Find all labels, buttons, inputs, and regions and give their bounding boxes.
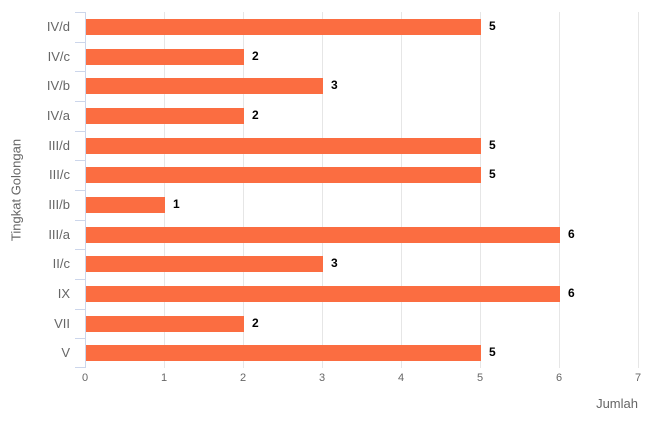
y-axis-tick: [75, 367, 85, 368]
y-axis-tick: [75, 71, 85, 73]
bar-value-label: 5: [489, 137, 496, 152]
bar-III-c[interactable]: [86, 167, 481, 184]
bar-value-label: 3: [331, 78, 338, 93]
bar-value-label: 2: [252, 315, 259, 330]
bar-IV-c[interactable]: [86, 48, 244, 65]
category-label: III/a: [48, 226, 70, 242]
category-label: IV/a: [46, 108, 70, 123]
y-axis-category-labels: IV/d IV/c IV/b IV/a III/d III/c III/b III/a II/c…: [0, 12, 70, 368]
bar-value-label: 5: [489, 19, 496, 33]
category-label: III/d: [48, 137, 70, 153]
gridline: [243, 12, 244, 368]
bar-value-label: 1: [173, 197, 180, 211]
bar-value-label: 5: [489, 345, 496, 360]
category-label: IX: [57, 286, 70, 301]
y-axis-tick: [75, 160, 85, 162]
bar-value-label: 2: [252, 48, 259, 63]
y-axis-tick: [75, 190, 85, 191]
y-axis-tick: [75, 130, 85, 132]
x-tick-label: 6: [555, 372, 563, 384]
x-tick-label: 2: [239, 372, 247, 384]
gridline: [164, 12, 165, 368]
x-tick-label: 0: [81, 372, 89, 384]
category-label: IV/c: [47, 48, 70, 64]
bar-III-b[interactable]: [86, 196, 165, 213]
bar-III-a[interactable]: [86, 226, 560, 243]
bar-value-label: 6: [568, 286, 575, 300]
gridline: [638, 12, 639, 368]
category-label: II/c: [52, 256, 70, 272]
bar-V[interactable]: [86, 345, 481, 362]
y-axis-tick: [75, 41, 85, 43]
category-label: V: [61, 345, 70, 361]
x-tick-label: 5: [476, 372, 484, 384]
y-axis-tick: [75, 308, 85, 310]
y-axis-tick: [75, 12, 85, 13]
bar-IV-d[interactable]: [86, 18, 481, 35]
bar-IX[interactable]: [86, 285, 560, 302]
bar-value-label: 5: [489, 167, 496, 182]
y-axis-tick: [75, 338, 85, 340]
category-label: III/c: [49, 167, 70, 183]
x-tick-label: 4: [397, 372, 405, 384]
gridline: [480, 12, 481, 368]
gridline: [401, 12, 402, 368]
x-tick-label: 1: [160, 372, 168, 384]
x-tick-label: 3: [318, 372, 326, 384]
bar-III-d[interactable]: [86, 137, 481, 154]
bar-II-c[interactable]: [86, 256, 323, 273]
bar-value-label: 2: [252, 108, 259, 122]
category-label: IV/b: [46, 78, 70, 94]
x-tick-label: 7: [634, 372, 642, 384]
y-axis-tick: [75, 249, 85, 251]
bar-IV-a[interactable]: [86, 107, 244, 124]
y-axis-tick: [75, 101, 85, 102]
bar-VII[interactable]: [86, 315, 244, 332]
category-label: III/b: [48, 197, 70, 212]
bar-IV-b[interactable]: [86, 78, 323, 95]
category-label: VII: [54, 315, 70, 331]
x-axis-title: Jumlah: [596, 396, 638, 411]
category-label: IV/d: [46, 19, 70, 34]
gridline: [322, 12, 323, 368]
y-axis-tick: [75, 219, 85, 221]
bar-value-label: 6: [568, 226, 575, 241]
x-axis-tick-labels: 0 1 2 3 4 5 6 7: [0, 372, 650, 388]
gridline: [559, 12, 560, 368]
bar-value-label: 3: [331, 256, 338, 271]
plot-area: 5 2 3 2 5 5 1 6 3 6 2 5: [75, 12, 639, 368]
y-axis-tick: [75, 279, 85, 280]
